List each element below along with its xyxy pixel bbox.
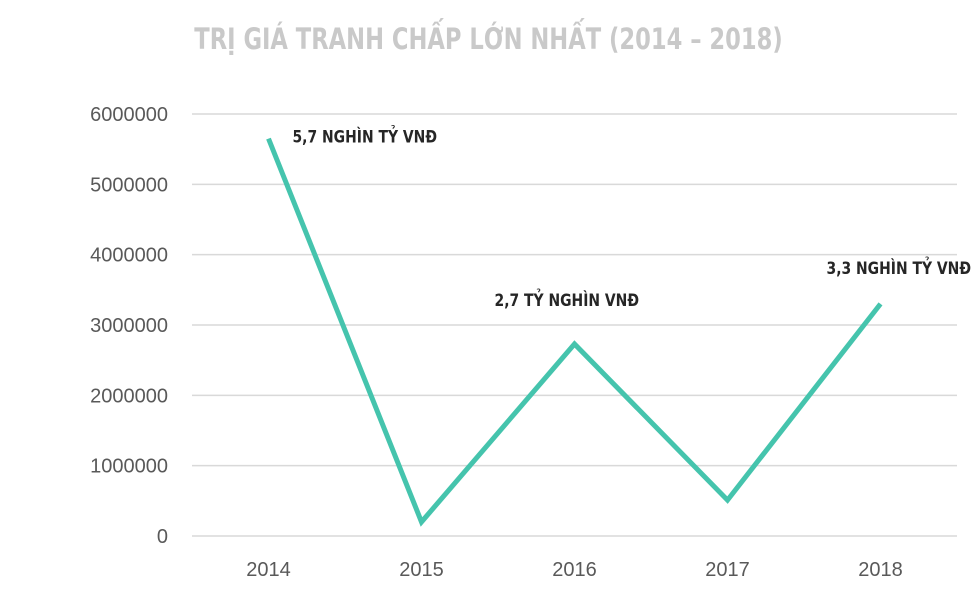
x-tick-label: 2017 (705, 559, 750, 581)
x-axis-tick-labels: 2014 2015 2016 2017 2018 (246, 559, 903, 581)
y-tick-label: 6000000 (90, 104, 168, 126)
y-tick-label: 4000000 (90, 245, 168, 267)
data-label: 3,3 NGHÌN TỶ VNĐ (827, 255, 971, 278)
y-tick-label: 1000000 (90, 456, 168, 478)
chart-title: TRỊ GIÁ TRANH CHẤP LỚN NHẤT (2014 – 2018… (194, 22, 783, 56)
y-axis-tick-labels: 0 1000000 2000000 3000000 4000000 5000000 6000… (90, 104, 168, 548)
y-tick-label: 0 (157, 526, 168, 548)
x-tick-label: 2015 (399, 559, 444, 581)
x-tick-label: 2014 (246, 559, 291, 581)
series-line (266, 137, 883, 527)
series-lines (266, 137, 883, 527)
y-tick-label: 3000000 (90, 315, 168, 337)
x-tick-label: 2018 (858, 559, 903, 581)
y-tick-label: 5000000 (90, 174, 168, 196)
data-label: 5,7 NGHÌN TỶ VNĐ (293, 124, 437, 147)
gridlines (192, 113, 957, 537)
x-tick-label: 2016 (552, 559, 597, 581)
data-label: 2,7 TỶ NGHÌN VNĐ (495, 287, 639, 310)
data-labels: 5,7 NGHÌN TỶ VNĐ 2,7 TỶ NGHÌN VNĐ 3,3 NGHÌ… (293, 124, 971, 310)
y-tick-label: 2000000 (90, 385, 168, 407)
